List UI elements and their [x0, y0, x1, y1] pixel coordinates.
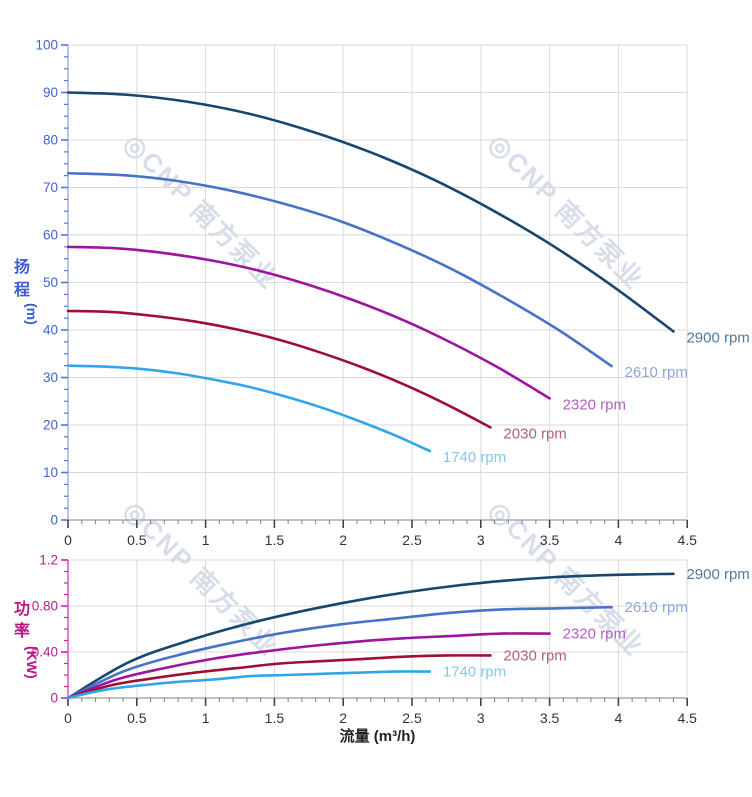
- curve-2610-rpm: [66, 171, 613, 368]
- y-tick-label: 0: [50, 513, 58, 528]
- x-axis-ticks: 0 0.5 1 1.5 2 2.5 3 3.5 4 4.5: [64, 698, 697, 726]
- x-tick-label: 0.5: [127, 532, 147, 548]
- y-tick-label: 1.2: [39, 553, 58, 568]
- x-axis-ticks: 0 0.5 1 1.5 2 2.5 3 3.5 4 4.5: [64, 520, 697, 548]
- y-tick-label: 0.80: [32, 599, 58, 614]
- y-tick-label: 30: [43, 370, 58, 385]
- y-tick-label: 70: [43, 180, 58, 195]
- curve-label-2610-rpm: 2610 rpm: [625, 599, 688, 616]
- curve-2030-rpm: [66, 309, 492, 429]
- y-axis-title: 扬程 (m): [14, 257, 40, 325]
- curve-label-1740-rpm: 1740 rpm: [443, 664, 506, 681]
- gridlines: [68, 44, 688, 520]
- y-axis-ticks: 0 10 20 30 40 50 60 70 80 90 100: [35, 38, 68, 528]
- curve-2320-rpm: [66, 632, 551, 700]
- x-tick-label: 4.5: [677, 710, 697, 726]
- x-tick-label: 4: [615, 710, 623, 726]
- x-axis-title: 流量 (m³/h): [340, 727, 416, 745]
- y-tick-label: 100: [35, 38, 58, 53]
- watermarks: ◎CNP 南方泵业 ◎CNP 南方泵业◎CNP 南方泵业 ◎CNP 南方泵业: [118, 128, 650, 662]
- y-tick-label: 40: [43, 323, 58, 338]
- curve-2900-rpm: [66, 572, 675, 700]
- curve-label-2320-rpm: 2320 rpm: [563, 396, 626, 413]
- svg-text:(KW): (KW): [24, 646, 40, 679]
- y-tick-label: 0: [50, 691, 58, 706]
- y-axis-ticks: 0 0.40 0.80 1.2: [32, 553, 68, 706]
- svg-text:扬: 扬: [14, 257, 30, 276]
- y-tick-label: 20: [43, 418, 58, 433]
- x-tick-label: 3: [477, 710, 485, 726]
- x-tick-label: 2: [339, 532, 347, 548]
- y-tick-label: 50: [43, 275, 58, 290]
- power-chart: 0 0.40 0.80 1.2 0 0.5 1 1.5 2 2.5 3 3.5 4 4.5 功率 (KW) 流量…: [14, 553, 750, 746]
- svg-text:功: 功: [14, 600, 30, 618]
- svg-text:率: 率: [14, 621, 30, 640]
- y-tick-label: 0.40: [32, 645, 58, 660]
- x-tick-label: 1: [202, 710, 210, 726]
- curve-label-2900-rpm: 2900 rpm: [686, 329, 749, 346]
- head-chart: 0 10 20 30 40 50 60 70 80 90 100 0 0.5 1 1.5 2 2.5 3 3.5 4 4…: [14, 38, 750, 549]
- x-tick-label: 3.5: [540, 532, 560, 548]
- svg-text:(m): (m): [24, 303, 40, 325]
- curve-1740-rpm: [66, 670, 432, 700]
- x-tick-label: 0.5: [127, 710, 147, 726]
- svg-text:程: 程: [14, 281, 30, 299]
- x-tick-label: 0: [64, 532, 72, 548]
- curve-label-2320-rpm: 2320 rpm: [563, 626, 626, 643]
- y-tick-label: 60: [43, 228, 58, 243]
- curve-label-2030-rpm: 2030 rpm: [503, 425, 566, 442]
- gridlines: [68, 559, 688, 698]
- curve-label-2030-rpm: 2030 rpm: [503, 647, 566, 664]
- y-tick-label: 10: [43, 465, 58, 480]
- x-tick-label: 3.5: [540, 710, 560, 726]
- y-tick-label: 80: [43, 133, 58, 148]
- y-axis-title: 功率 (KW): [14, 600, 40, 679]
- y-tick-label: 90: [43, 85, 58, 100]
- x-tick-label: 4: [615, 532, 623, 548]
- x-tick-label: 4.5: [677, 532, 697, 548]
- curve-2030-rpm: [66, 654, 492, 700]
- x-tick-label: 2: [339, 710, 347, 726]
- curve-2320-rpm: [66, 245, 551, 400]
- x-tick-label: 1.5: [265, 710, 285, 726]
- curve-label-2610-rpm: 2610 rpm: [625, 364, 688, 381]
- x-tick-label: 3: [477, 532, 485, 548]
- curve-2610-rpm: [66, 605, 613, 700]
- curve-label-1740-rpm: 1740 rpm: [443, 449, 506, 466]
- x-tick-label: 1: [202, 532, 210, 548]
- curve-1740-rpm: [66, 364, 432, 453]
- brand-watermark: ◎CNP 南方泵业: [483, 128, 650, 295]
- curve-2900-rpm: [66, 91, 675, 333]
- x-tick-label: 0: [64, 710, 72, 726]
- x-tick-label: 1.5: [265, 532, 285, 548]
- x-tick-label: 2.5: [402, 532, 422, 548]
- curve-label-2900-rpm: 2900 rpm: [686, 566, 749, 583]
- x-tick-label: 2.5: [402, 710, 422, 726]
